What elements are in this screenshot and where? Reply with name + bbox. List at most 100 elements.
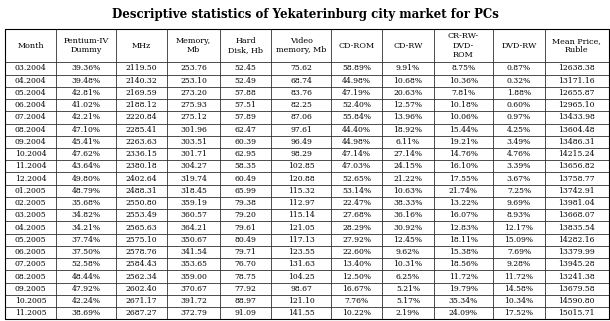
Bar xyxy=(167,172,220,185)
Text: 21.22%: 21.22% xyxy=(393,175,423,183)
Text: 22.60%: 22.60% xyxy=(342,248,371,256)
Bar xyxy=(434,74,493,87)
Text: 0.32%: 0.32% xyxy=(507,77,531,85)
Bar xyxy=(220,197,271,209)
Text: 4.76%: 4.76% xyxy=(507,150,531,158)
Text: 13433.98: 13433.98 xyxy=(558,113,595,121)
Bar xyxy=(220,258,271,270)
Bar xyxy=(220,172,271,185)
Text: 7.81%: 7.81% xyxy=(451,89,476,97)
Bar xyxy=(434,246,493,258)
Text: 30.92%: 30.92% xyxy=(393,223,423,231)
Bar xyxy=(5,29,56,62)
Bar xyxy=(271,160,331,172)
Text: 28.29%: 28.29% xyxy=(342,223,371,231)
Text: 06.2005: 06.2005 xyxy=(15,248,46,256)
Text: 17.52%: 17.52% xyxy=(504,309,534,317)
Bar xyxy=(271,234,331,246)
Bar xyxy=(493,124,545,136)
Text: 2169.59: 2169.59 xyxy=(126,89,157,97)
Text: 45.41%: 45.41% xyxy=(71,138,101,146)
Bar xyxy=(116,160,167,172)
Text: 21.74%: 21.74% xyxy=(449,187,478,195)
Bar xyxy=(5,172,56,185)
Text: 48.44%: 48.44% xyxy=(71,273,101,281)
Bar xyxy=(5,209,56,221)
Bar xyxy=(382,62,434,74)
Bar xyxy=(167,270,220,283)
Text: 02.2005: 02.2005 xyxy=(15,199,46,207)
Bar xyxy=(493,295,545,307)
Bar xyxy=(493,246,545,258)
Text: 341.54: 341.54 xyxy=(180,248,207,256)
Bar xyxy=(271,295,331,307)
Bar xyxy=(545,209,609,221)
Bar xyxy=(434,295,493,307)
Text: DVD-RW: DVD-RW xyxy=(501,42,537,49)
Bar xyxy=(167,99,220,111)
Bar xyxy=(382,307,434,319)
Bar xyxy=(56,172,116,185)
Text: 14215.24: 14215.24 xyxy=(558,150,595,158)
Text: 121.10: 121.10 xyxy=(288,297,315,305)
Bar xyxy=(271,87,331,99)
Bar xyxy=(545,160,609,172)
Text: 2402.64: 2402.64 xyxy=(126,175,157,183)
Bar xyxy=(271,136,331,148)
Text: 253.76: 253.76 xyxy=(180,65,207,73)
Bar xyxy=(382,246,434,258)
Bar xyxy=(56,283,116,295)
Bar xyxy=(116,209,167,221)
Text: 359.00: 359.00 xyxy=(180,273,207,281)
Text: 391.72: 391.72 xyxy=(180,297,207,305)
Text: 19.21%: 19.21% xyxy=(449,138,478,146)
Bar xyxy=(545,197,609,209)
Text: 303.51: 303.51 xyxy=(180,138,207,146)
Text: 87.06: 87.06 xyxy=(290,113,312,121)
Text: 91.09: 91.09 xyxy=(235,309,257,317)
Text: 04.2004: 04.2004 xyxy=(15,77,46,85)
Bar xyxy=(434,124,493,136)
Bar xyxy=(331,136,382,148)
Text: 62.47: 62.47 xyxy=(235,126,257,134)
Bar xyxy=(434,185,493,197)
Bar xyxy=(56,270,116,283)
Bar xyxy=(56,307,116,319)
Text: 42.81%: 42.81% xyxy=(71,89,101,97)
Text: 13.96%: 13.96% xyxy=(393,113,423,121)
Bar xyxy=(271,221,331,234)
Text: 57.51: 57.51 xyxy=(235,101,257,109)
Bar xyxy=(116,246,167,258)
Bar xyxy=(382,185,434,197)
Bar xyxy=(56,234,116,246)
Bar xyxy=(5,160,56,172)
Bar xyxy=(331,221,382,234)
Text: 15.09%: 15.09% xyxy=(504,236,534,244)
Bar xyxy=(382,234,434,246)
Text: 3.39%: 3.39% xyxy=(507,162,531,170)
Bar xyxy=(331,234,382,246)
Bar xyxy=(56,246,116,258)
Bar xyxy=(382,29,434,62)
Text: 52.49: 52.49 xyxy=(235,77,257,85)
Text: Memory,
Mb: Memory, Mb xyxy=(176,37,211,54)
Bar xyxy=(5,74,56,87)
Text: 27.14%: 27.14% xyxy=(393,150,423,158)
Text: 2336.15: 2336.15 xyxy=(126,150,157,158)
Bar xyxy=(116,234,167,246)
Bar xyxy=(545,29,609,62)
Bar xyxy=(167,111,220,124)
Bar xyxy=(5,99,56,111)
Text: 2562.34: 2562.34 xyxy=(126,273,157,281)
Text: 11.2004: 11.2004 xyxy=(15,162,46,170)
Text: 38.69%: 38.69% xyxy=(71,309,101,317)
Text: 15.44%: 15.44% xyxy=(449,126,478,134)
Bar xyxy=(434,307,493,319)
Text: 364.21: 364.21 xyxy=(180,223,207,231)
Bar xyxy=(434,99,493,111)
Bar xyxy=(382,99,434,111)
Text: 3.49%: 3.49% xyxy=(507,138,531,146)
Text: 2553.49: 2553.49 xyxy=(126,211,157,219)
Text: 27.92%: 27.92% xyxy=(342,236,371,244)
Bar xyxy=(167,160,220,172)
